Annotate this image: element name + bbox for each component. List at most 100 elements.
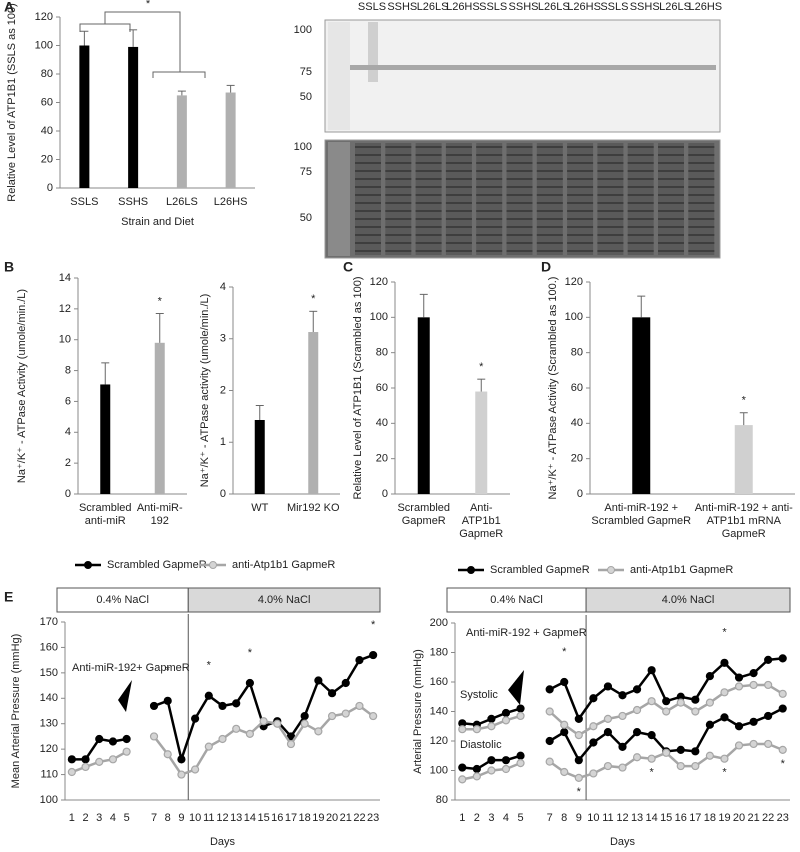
marker xyxy=(149,701,159,711)
marker xyxy=(218,701,227,711)
blot-band xyxy=(506,234,533,236)
x-tick-label: 10 xyxy=(189,812,201,824)
marker xyxy=(245,729,254,738)
blot-band xyxy=(627,234,654,236)
y-tick-label: 12 xyxy=(59,303,71,315)
marker xyxy=(720,658,729,667)
blot-band xyxy=(688,178,715,180)
x-tick-label: 13 xyxy=(631,812,643,824)
significance: * xyxy=(207,660,212,672)
blot-band xyxy=(658,146,684,148)
blot-band xyxy=(415,186,442,188)
lane-label: L26LS xyxy=(659,1,691,13)
x-tick-label: 19 xyxy=(312,812,324,824)
y-tick-label: 120 xyxy=(370,276,388,288)
x-tick-label: Anti-miR-192 + anti-ATP1b1 mRNA GapmeR xyxy=(694,502,793,540)
marker xyxy=(632,705,642,715)
marker xyxy=(545,736,554,746)
blot-band xyxy=(415,170,442,172)
blot-band xyxy=(355,170,381,172)
blot-band xyxy=(597,146,624,148)
x-tick-label: 10 xyxy=(587,812,599,824)
marker xyxy=(122,734,131,744)
y-tick-label: 8 xyxy=(65,364,71,376)
legend-swatch xyxy=(209,561,217,569)
marker xyxy=(67,767,76,777)
marker xyxy=(341,678,350,688)
blot-band xyxy=(476,186,503,188)
blot-band xyxy=(536,178,563,180)
marker xyxy=(749,680,758,690)
blot-band xyxy=(597,186,624,188)
blot-band xyxy=(567,202,594,204)
x-tick-label: 14 xyxy=(646,812,658,824)
blot-band xyxy=(536,234,563,236)
y-tick-label: 100 xyxy=(370,311,388,323)
marker xyxy=(487,714,496,723)
marker xyxy=(734,722,744,731)
blot-band xyxy=(385,234,412,236)
blot-band xyxy=(627,186,654,188)
blot-lane xyxy=(567,143,594,255)
y-tick-label: 120 xyxy=(35,11,53,23)
blot-band xyxy=(445,162,472,164)
y-tick-label: 200 xyxy=(430,617,448,629)
marker xyxy=(204,742,213,751)
marker xyxy=(691,747,700,756)
blot-band xyxy=(536,186,563,188)
marker xyxy=(764,739,773,749)
bar xyxy=(254,419,265,494)
y-tick-label: 100 xyxy=(430,764,448,776)
marker xyxy=(487,756,496,765)
significance: * xyxy=(166,665,171,677)
marker xyxy=(369,711,378,721)
blot-band xyxy=(627,226,654,228)
x-tick-label: 3 xyxy=(488,812,494,824)
marker xyxy=(472,772,481,781)
x-tick-label: 20 xyxy=(733,812,745,824)
blot-band xyxy=(597,162,624,164)
significance: * xyxy=(577,786,582,798)
marker xyxy=(574,756,583,765)
marker xyxy=(501,764,511,774)
marker xyxy=(516,751,525,760)
lane-label: L26LS xyxy=(417,1,449,13)
x-tick-label: 11 xyxy=(203,812,214,824)
blot-band xyxy=(506,242,533,244)
blot-band xyxy=(385,186,412,188)
marker xyxy=(458,775,467,784)
blot-band xyxy=(658,162,684,164)
marker xyxy=(618,763,627,772)
marker xyxy=(749,739,758,749)
marker xyxy=(691,761,700,771)
marker xyxy=(122,747,131,756)
blot-band xyxy=(506,202,533,204)
legend-label: Scrambled GapmeR xyxy=(107,559,207,571)
marker xyxy=(676,698,685,707)
significance: * xyxy=(248,647,253,659)
marker xyxy=(618,711,627,721)
x-tick-label: 8 xyxy=(165,812,171,824)
blot-band xyxy=(476,218,503,220)
x-tick-label: 19 xyxy=(718,812,730,824)
blot-band xyxy=(567,234,594,236)
marker xyxy=(149,732,159,741)
marker xyxy=(603,761,613,771)
marker xyxy=(472,764,481,774)
phase-box xyxy=(585,587,791,613)
significance: * xyxy=(742,395,747,407)
blot-band xyxy=(627,146,654,148)
blot-band xyxy=(506,146,533,148)
annotation: Anti-miR-192 + GapmeR xyxy=(466,627,587,639)
marker xyxy=(720,754,729,763)
blot-band xyxy=(506,162,533,164)
blot-band xyxy=(385,170,412,172)
blot-lane xyxy=(445,143,472,255)
marker xyxy=(545,707,554,716)
y-tick-label: 40 xyxy=(41,125,53,137)
blot-lane xyxy=(385,143,412,255)
y-tick-label: 120 xyxy=(565,276,583,288)
x-tick-label: 9 xyxy=(576,812,582,824)
blot-band xyxy=(597,210,624,212)
blot-band xyxy=(627,250,654,252)
